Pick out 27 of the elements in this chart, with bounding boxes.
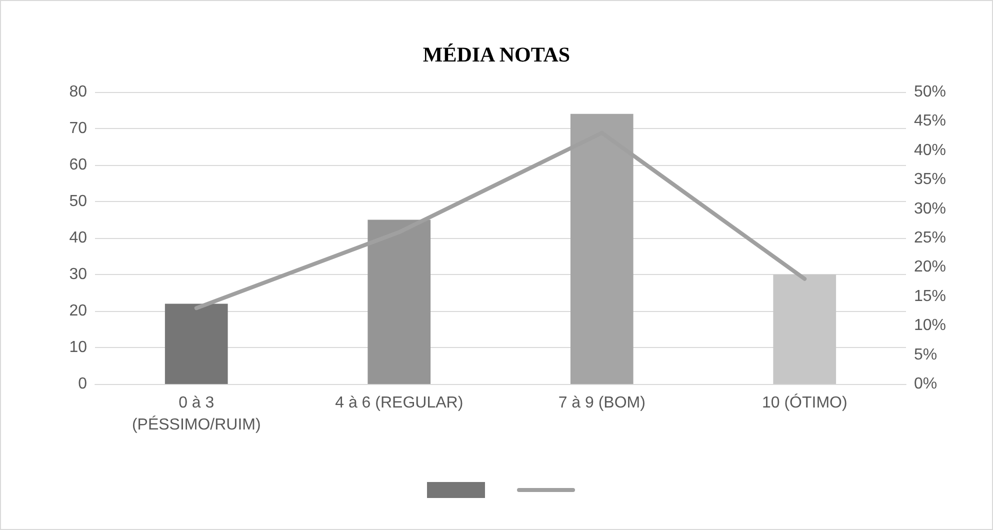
y-tick-label: 50 [69,193,88,210]
y-tick-label: 40 [69,230,88,246]
y2-tick-label: 50% [914,84,946,100]
x-tick-label: 0 à 3 (PÉSSIMO/RUIM) [132,394,261,434]
y2-tick-label: 40% [914,142,946,159]
y2-tick-label: 30% [914,200,946,218]
y2-tick-label: 10% [914,317,946,334]
bar [164,304,228,384]
y2-tick-label: 45% [914,112,946,130]
y2-tick-label: 35% [914,171,946,188]
x-tick-label: 4 à 6 (REGULAR) [335,394,464,412]
y2-tick-label: 15% [914,288,946,305]
y-tick-label: 30 [69,266,88,283]
y2-tick-label: 5% [914,346,938,364]
y2-tick-label: 0% [914,376,938,392]
y-tick-label: 0 [78,376,88,392]
chart-title: MÉDIA NOTAS [422,42,570,66]
y-tick-label: 80 [69,84,88,100]
y2-tick-label: 25% [914,230,946,246]
y-tick-label: 10 [69,339,88,356]
x-tick-label: 7 à 9 (BOM) [558,394,646,412]
bar [773,274,836,384]
y-tick-label: 20 [69,302,88,320]
y2-tick-label: 20% [914,258,946,276]
y-tick-label: 60 [69,156,88,174]
y-tick-label: 70 [69,120,88,137]
x-tick-label: 10 (ÓTIMO) [762,394,848,412]
